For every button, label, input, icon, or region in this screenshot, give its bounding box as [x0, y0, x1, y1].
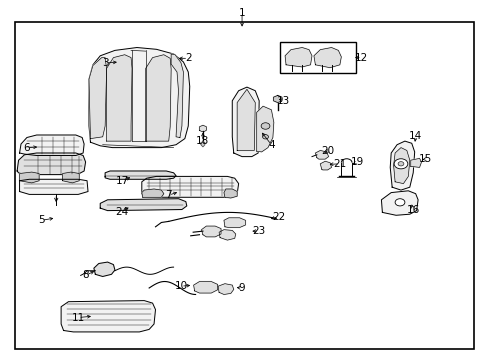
Polygon shape	[224, 189, 237, 198]
Polygon shape	[17, 153, 85, 175]
Polygon shape	[320, 161, 331, 170]
Text: 2: 2	[184, 53, 191, 63]
Text: 8: 8	[82, 270, 89, 280]
Text: 17: 17	[115, 176, 129, 186]
Polygon shape	[89, 58, 106, 139]
Text: 23: 23	[252, 226, 265, 236]
Text: 6: 6	[23, 143, 30, 153]
Polygon shape	[237, 89, 255, 150]
Polygon shape	[61, 301, 155, 332]
Polygon shape	[142, 176, 238, 197]
Polygon shape	[381, 191, 417, 215]
Polygon shape	[313, 48, 341, 68]
Text: 5: 5	[38, 215, 45, 225]
Polygon shape	[218, 284, 233, 294]
Text: 13: 13	[276, 96, 290, 106]
Polygon shape	[20, 179, 88, 194]
Text: 1: 1	[238, 8, 245, 18]
Polygon shape	[171, 54, 183, 138]
Text: 18: 18	[196, 136, 209, 146]
Polygon shape	[410, 158, 421, 167]
Text: 16: 16	[406, 204, 419, 215]
Polygon shape	[199, 125, 206, 131]
Text: 3: 3	[102, 58, 108, 68]
Text: 20: 20	[321, 146, 333, 156]
Text: 4: 4	[267, 140, 274, 150]
Text: 21: 21	[332, 159, 346, 169]
Text: 12: 12	[354, 53, 368, 63]
Polygon shape	[224, 218, 245, 228]
Polygon shape	[62, 172, 79, 183]
Polygon shape	[393, 148, 409, 184]
Text: 11: 11	[71, 312, 85, 323]
Polygon shape	[105, 171, 176, 179]
Circle shape	[262, 135, 268, 139]
Bar	[280, 42, 355, 73]
Polygon shape	[20, 135, 84, 156]
Polygon shape	[273, 95, 282, 103]
Polygon shape	[193, 282, 217, 293]
Polygon shape	[232, 87, 259, 157]
Polygon shape	[100, 199, 186, 211]
Polygon shape	[389, 141, 414, 190]
Circle shape	[393, 159, 407, 169]
Text: 15: 15	[418, 154, 431, 164]
Polygon shape	[94, 262, 115, 276]
Polygon shape	[20, 172, 39, 183]
Polygon shape	[285, 48, 311, 67]
Polygon shape	[89, 48, 189, 148]
Text: 24: 24	[115, 207, 129, 217]
Polygon shape	[142, 189, 163, 197]
Polygon shape	[145, 55, 171, 141]
Polygon shape	[315, 150, 328, 159]
Circle shape	[261, 123, 269, 129]
Circle shape	[394, 199, 404, 206]
Text: 14: 14	[408, 131, 422, 141]
Text: 22: 22	[271, 212, 285, 222]
Text: 7: 7	[165, 190, 172, 200]
Polygon shape	[219, 230, 235, 240]
Text: 9: 9	[238, 283, 245, 293]
Polygon shape	[106, 55, 132, 141]
Polygon shape	[201, 226, 221, 237]
Text: 10: 10	[174, 281, 187, 291]
Text: 19: 19	[349, 157, 363, 167]
Circle shape	[397, 162, 403, 166]
Polygon shape	[201, 142, 204, 147]
Polygon shape	[256, 106, 273, 152]
